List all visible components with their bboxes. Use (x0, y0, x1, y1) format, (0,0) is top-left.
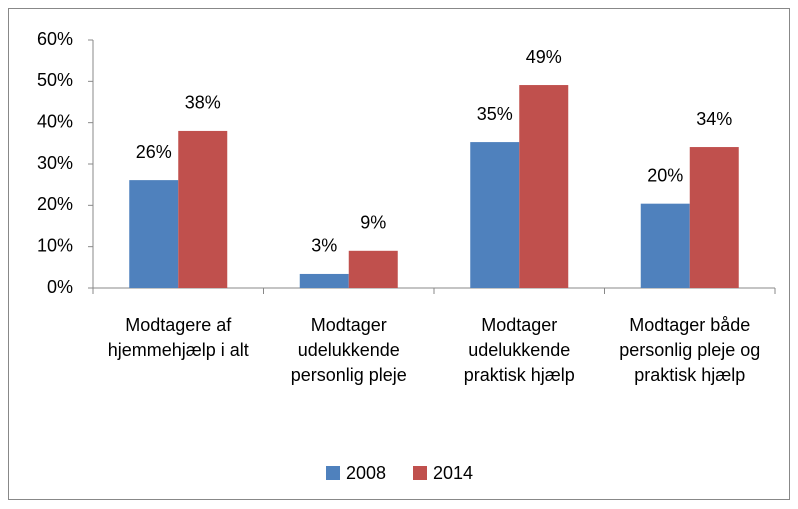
x-tick-label: Modtager udelukkende praktisk hjælp (463, 315, 575, 385)
y-tick-label: 40% (37, 111, 73, 131)
bar (519, 85, 569, 288)
x-tick-label: Modtager både personlig pleje og praktis… (619, 315, 761, 385)
data-label: 34% (696, 109, 732, 129)
y-tick-label: 30% (37, 153, 73, 173)
x-tick-label: Modtager udelukkende personlig pleje (290, 315, 407, 385)
data-label: 49% (526, 47, 562, 67)
y-tick-label: 20% (37, 194, 73, 214)
y-tick-label: 50% (37, 70, 73, 90)
data-label: 35% (477, 104, 513, 124)
y-tick-label: 0% (47, 277, 73, 297)
x-tick-label: Modtagere af hjemmehjælp i alt (107, 315, 249, 360)
bar (348, 250, 398, 288)
y-tick-label: 60% (37, 29, 73, 49)
legend-label: 2014 (433, 463, 473, 483)
data-label: 9% (360, 213, 386, 233)
data-label: 3% (311, 236, 337, 256)
bar (299, 273, 349, 288)
legend-swatch (413, 466, 427, 480)
data-label: 38% (185, 93, 221, 113)
legend-swatch (326, 466, 340, 480)
y-tick-label: 10% (37, 235, 73, 255)
bar (689, 147, 739, 288)
bar (129, 180, 179, 288)
legend-label: 2008 (346, 463, 386, 483)
bar (640, 203, 690, 288)
data-label: 26% (136, 142, 172, 162)
data-label: 20% (647, 165, 683, 185)
bar (178, 130, 228, 288)
bar (470, 142, 520, 288)
